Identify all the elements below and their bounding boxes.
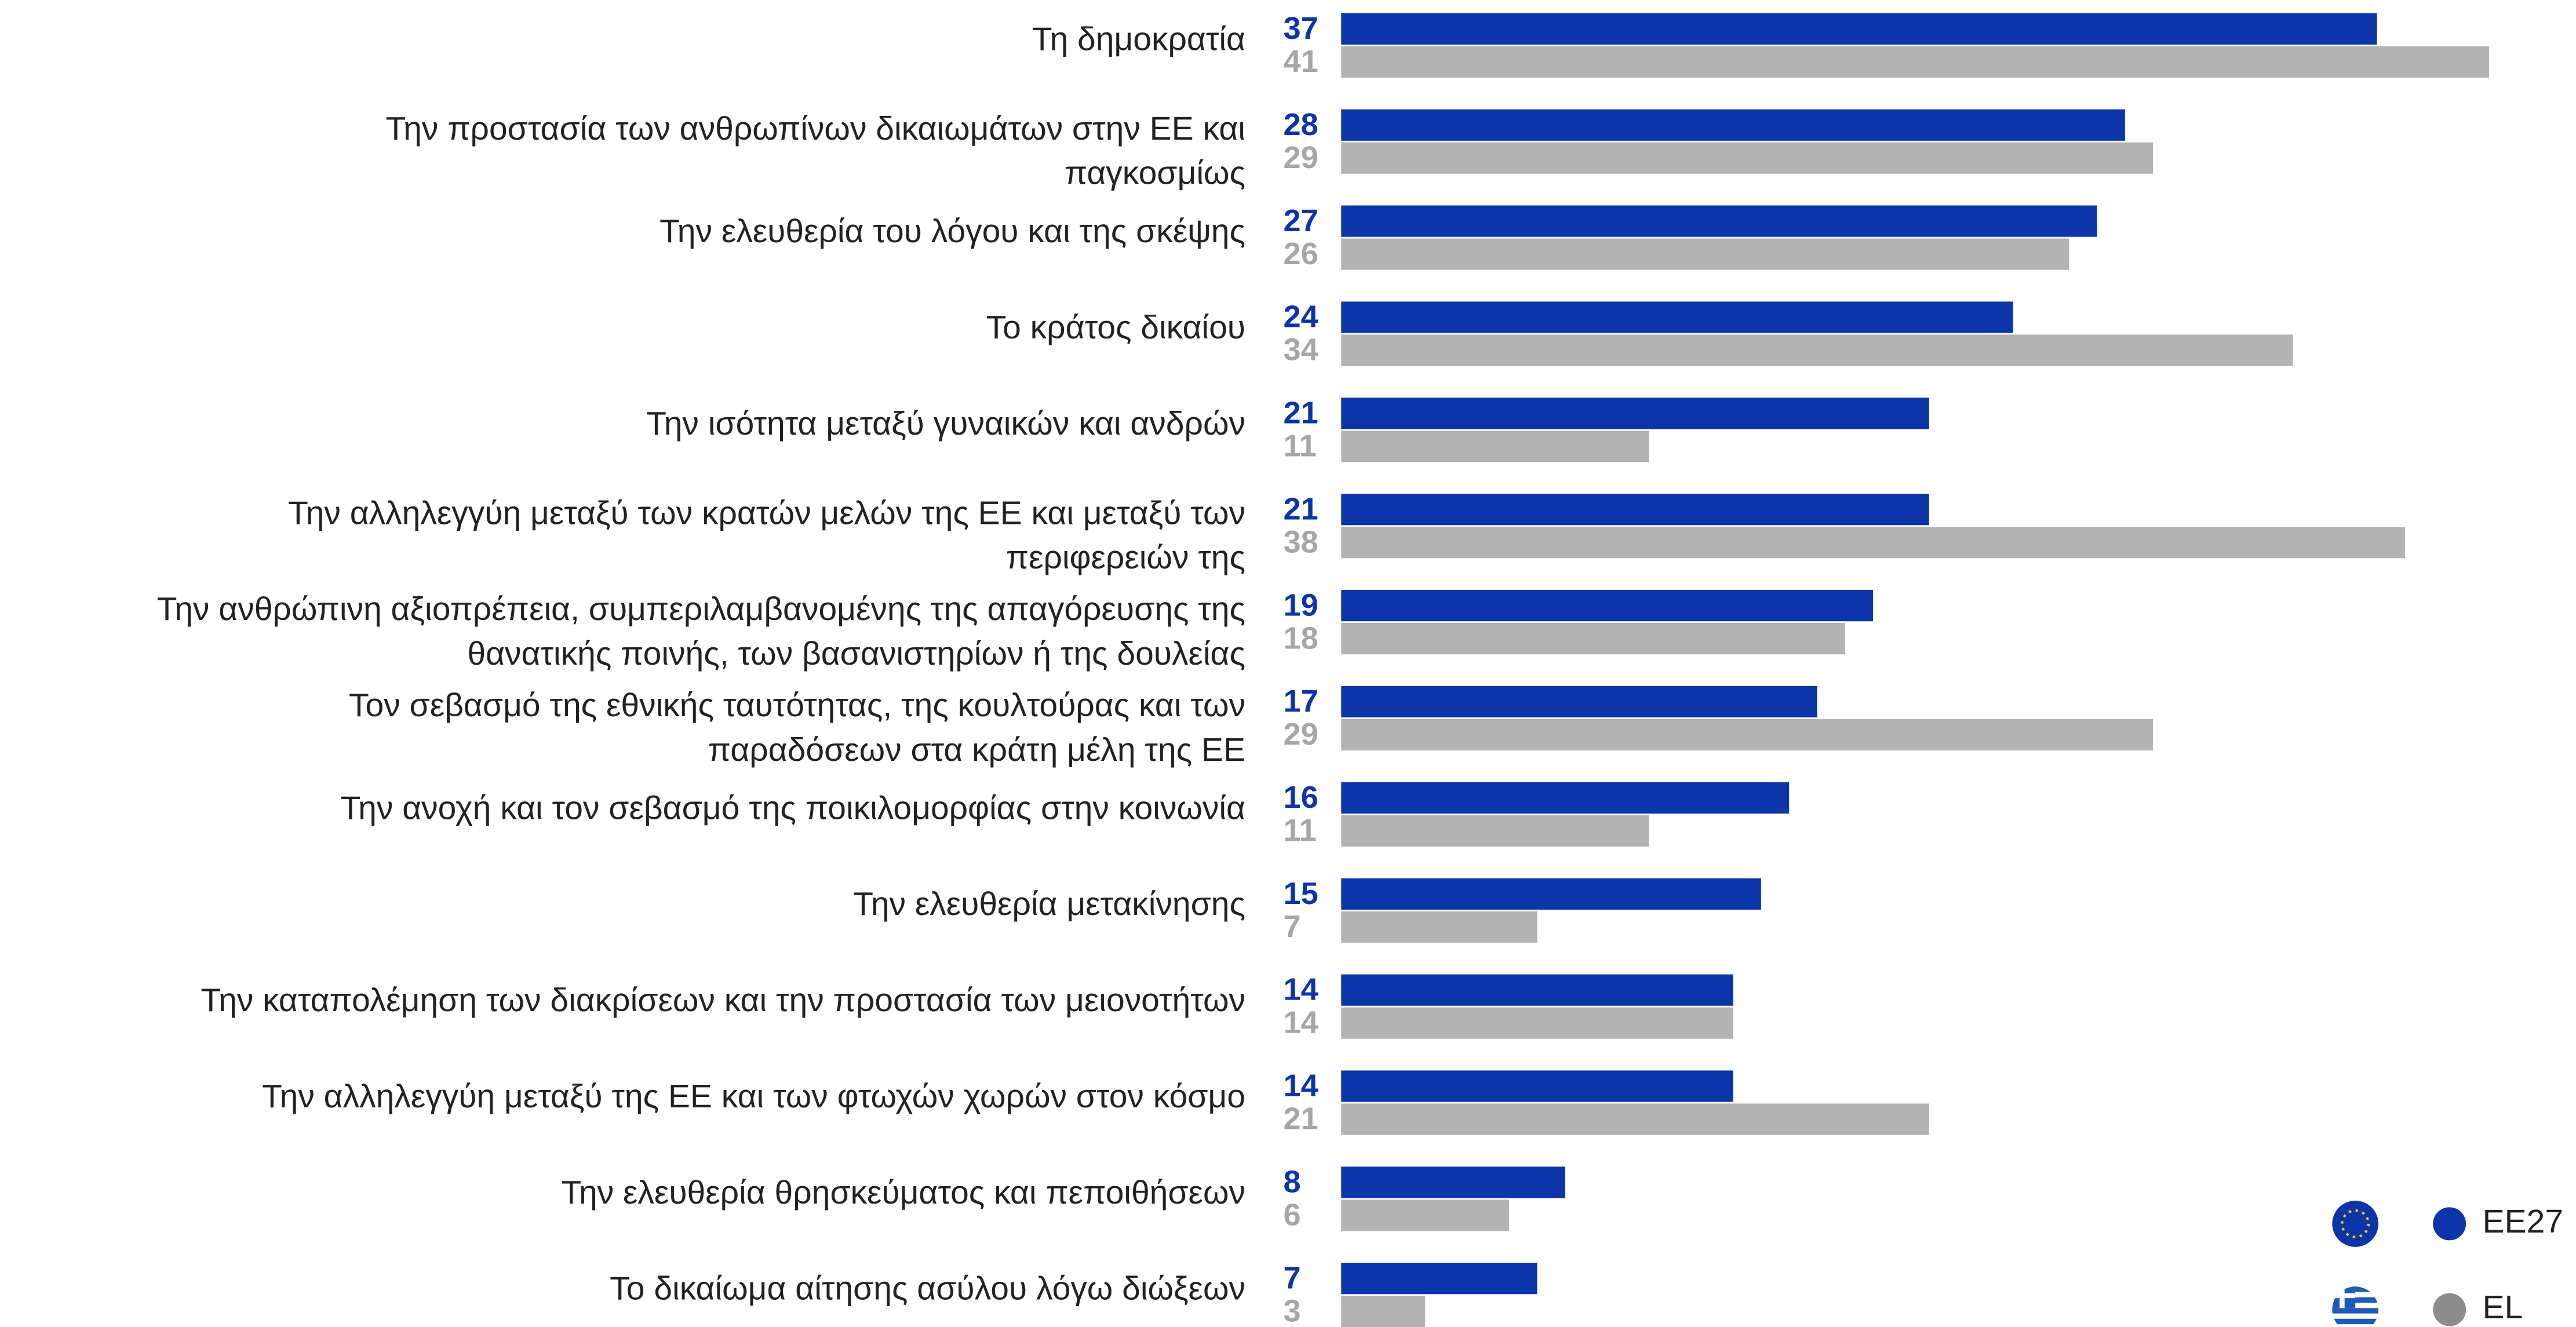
bar [1341,527,2405,559]
bar [1341,238,2069,270]
value-label: 34 [1284,333,1318,367]
category-label: Τον σεβασμό της εθνικής ταυτότητας, της … [349,687,1245,724]
value-label: 29 [1284,140,1318,175]
bar [1341,142,2154,174]
category-label: παγκοσμίως [1065,155,1245,192]
bar [1341,1007,1733,1039]
value-label: 14 [1284,1069,1318,1103]
category-label: Την καταπολέμηση των διακρίσεων και την … [201,982,1245,1019]
bar [1341,878,1761,910]
category-label: θανατικής ποινής, των βασανιστηρίων ή τη… [467,635,1245,672]
value-label: 27 [1284,203,1318,238]
bar [1341,13,2377,45]
bar [1341,1070,1733,1102]
value-label: 21 [1284,491,1318,526]
value-label: 14 [1284,1005,1318,1040]
value-label: 41 [1284,44,1318,79]
value-label: 18 [1284,621,1318,655]
value-label: 7 [1284,1260,1301,1295]
bar [1341,109,2125,141]
bar [1341,494,1929,526]
category-label: περιφερειών της [1006,539,1245,576]
bar [1341,1263,1537,1295]
value-label: 14 [1284,972,1318,1007]
value-label: 7 [1284,909,1301,944]
bar [1341,974,1733,1006]
bar [1341,1200,1510,1231]
greece-flag [2332,1286,2379,1327]
bar [1341,431,1649,462]
value-label: 19 [1284,588,1318,622]
eu-flag [2332,1200,2379,1247]
legend-swatch [2433,1207,2466,1241]
category-label: Την ανθρώπινη αξιοπρέπεια, συμπεριλαμβαν… [157,590,1245,628]
bar [1341,590,1874,622]
value-label: 26 [1284,236,1318,271]
category-label: Την ελευθερία του λόγου και της σκέψης [660,213,1245,250]
value-label: 21 [1284,1102,1318,1136]
category-label: Την αλληλεγγύη μεταξύ της ΕΕ και των φτω… [262,1078,1245,1115]
category-label: Την προστασία των ανθρωπίνων δικαιωμάτων… [386,110,1245,147]
bar [1341,205,2097,237]
bar [1341,398,1929,429]
value-label: 24 [1284,300,1318,334]
bar [1341,334,2293,366]
category-label: Την ελευθερία μετακίνησης [853,885,1245,923]
bar [1341,301,2013,333]
bar [1341,1296,1426,1327]
value-label: 15 [1284,876,1318,911]
bar [1341,911,1537,943]
category-label: παραδόσεων στα κράτη μέλη της ΕΕ [708,731,1245,768]
bar [1341,719,2154,751]
value-label: 29 [1284,717,1318,752]
value-label: 37 [1284,11,1318,46]
category-label: Την ανοχή και τον σεβασμό της ποικιλομορ… [341,789,1245,826]
value-label: 8 [1284,1164,1301,1199]
value-label: 38 [1284,524,1318,559]
bar [1341,1103,1929,1135]
bar [1341,815,1649,847]
category-label: Το κράτος δικαίου [986,309,1245,346]
category-label: Το δικαίωμα αίτησης ασύλου λόγω διώξεων [610,1270,1245,1307]
bar [1341,782,1790,814]
legend-label: EL [2483,1289,2523,1326]
category-label: Την ελευθερία θρησκεύματος και πεποιθήσε… [561,1174,1245,1211]
value-label: 16 [1284,780,1318,815]
bar [1341,686,1817,718]
value-label: 11 [1284,813,1317,848]
bar [1341,46,2489,78]
value-label: 6 [1284,1197,1301,1232]
value-label: 21 [1284,396,1318,431]
category-label: Την αλληλεγγύη μεταξύ των κρατών μελών τ… [288,494,1245,531]
category-label: Την ισότητα μεταξύ γυναικών και ανδρών [646,405,1245,442]
bar [1341,1166,1565,1198]
value-label: 17 [1284,684,1318,719]
value-label: 11 [1284,429,1317,464]
value-label: 28 [1284,107,1318,142]
value-label: 3 [1284,1293,1301,1327]
legend-label: EE27 [2483,1203,2563,1240]
bar [1341,623,1845,655]
category-label: Τη δημοκρατία [1032,20,1245,57]
legend-swatch [2433,1293,2466,1326]
